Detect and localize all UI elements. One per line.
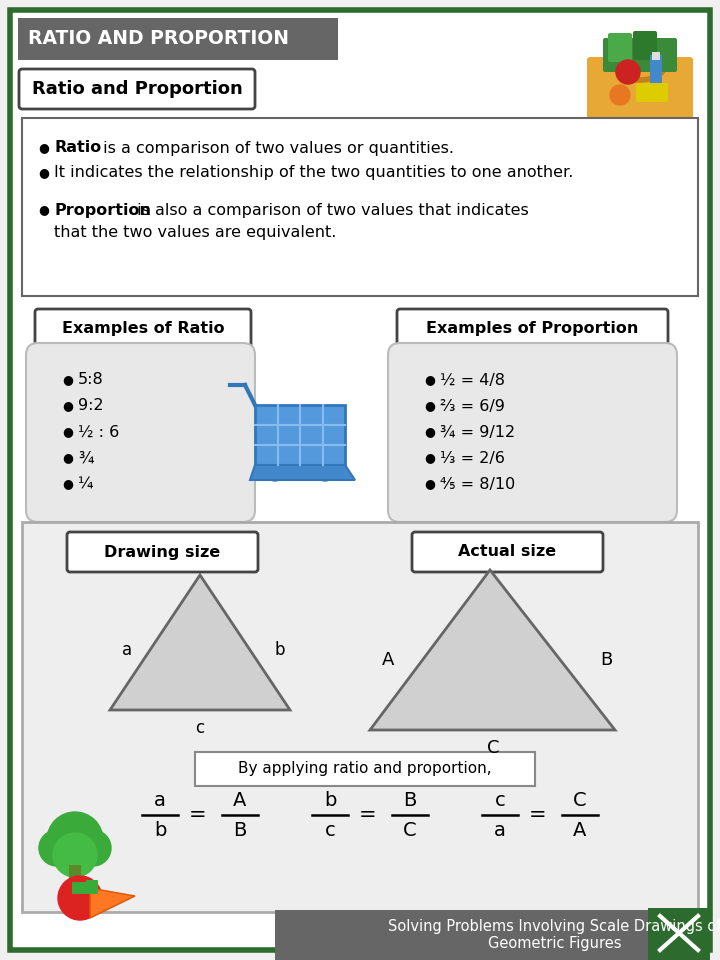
Text: ●: ●: [62, 451, 73, 465]
FancyBboxPatch shape: [397, 309, 668, 349]
Text: ½ : 6: ½ : 6: [78, 424, 120, 440]
Polygon shape: [110, 575, 290, 710]
Text: a: a: [122, 641, 132, 659]
Text: ⅓ = 2/6: ⅓ = 2/6: [440, 450, 505, 466]
Text: Ratio: Ratio: [54, 140, 102, 156]
FancyBboxPatch shape: [72, 882, 88, 894]
Text: A: A: [573, 822, 587, 841]
FancyBboxPatch shape: [587, 57, 693, 143]
Bar: [22, 118, 698, 296]
Bar: [255, 405, 345, 465]
Text: ●: ●: [38, 204, 49, 217]
Circle shape: [39, 830, 75, 866]
Text: ●: ●: [62, 399, 73, 413]
FancyBboxPatch shape: [67, 532, 258, 572]
Text: B: B: [600, 651, 612, 669]
Circle shape: [317, 465, 333, 481]
Circle shape: [267, 465, 283, 481]
FancyBboxPatch shape: [608, 33, 632, 62]
Circle shape: [53, 833, 97, 877]
Text: =: =: [359, 805, 377, 825]
Text: ⅘ = 8/10: ⅘ = 8/10: [440, 476, 516, 492]
Text: B: B: [233, 822, 247, 841]
Text: ●: ●: [62, 373, 73, 387]
Bar: [195, 752, 535, 786]
Bar: [650, 55, 662, 100]
Text: 5:8: 5:8: [78, 372, 104, 388]
Text: C: C: [573, 791, 587, 810]
Text: =: =: [529, 805, 546, 825]
Polygon shape: [250, 465, 355, 480]
FancyBboxPatch shape: [636, 83, 668, 102]
Text: RATIO AND PROPORTION: RATIO AND PROPORTION: [28, 30, 289, 49]
FancyBboxPatch shape: [26, 343, 255, 522]
Text: b: b: [154, 822, 166, 841]
Bar: [275, 910, 710, 960]
Bar: [69, 865, 81, 900]
Text: a: a: [494, 822, 506, 841]
Text: =: =: [189, 805, 207, 825]
Text: 9:2: 9:2: [78, 398, 104, 414]
Text: b: b: [275, 641, 286, 659]
Circle shape: [58, 876, 102, 920]
Text: Proportion: Proportion: [54, 203, 151, 218]
Text: Examples of Ratio: Examples of Ratio: [62, 322, 225, 337]
Text: ¼: ¼: [78, 476, 94, 492]
FancyBboxPatch shape: [388, 343, 677, 522]
Polygon shape: [370, 570, 615, 730]
Text: B: B: [403, 791, 417, 810]
Text: Examples of Proportion: Examples of Proportion: [426, 322, 638, 337]
Text: A: A: [382, 651, 395, 669]
Bar: [648, 908, 710, 960]
FancyBboxPatch shape: [86, 880, 98, 894]
Text: ¾ = 9/12: ¾ = 9/12: [440, 424, 515, 440]
Text: C: C: [403, 822, 417, 841]
Text: Actual size: Actual size: [458, 544, 556, 560]
Text: c: c: [325, 822, 336, 841]
Text: ●: ●: [424, 425, 435, 439]
Text: ●: ●: [424, 373, 435, 387]
Bar: [22, 522, 698, 912]
Text: C: C: [487, 739, 499, 757]
Bar: [652, 52, 660, 60]
Text: ¾: ¾: [78, 450, 94, 466]
Circle shape: [271, 469, 279, 477]
FancyBboxPatch shape: [19, 69, 255, 109]
Text: Drawing size: Drawing size: [104, 544, 220, 560]
Text: c: c: [195, 719, 204, 737]
Text: ●: ●: [62, 477, 73, 491]
Text: c: c: [495, 791, 505, 810]
Text: ●: ●: [62, 425, 73, 439]
Text: b: b: [324, 791, 336, 810]
Circle shape: [321, 469, 329, 477]
Text: ✕: ✕: [668, 923, 690, 947]
Text: A: A: [233, 791, 247, 810]
Text: ●: ●: [424, 477, 435, 491]
Text: is also a comparison of two values that indicates: is also a comparison of two values that …: [132, 203, 528, 218]
Text: ●: ●: [38, 141, 49, 155]
Text: ⅔ = 6/9: ⅔ = 6/9: [440, 398, 505, 414]
Text: ●: ●: [424, 451, 435, 465]
Circle shape: [616, 60, 640, 84]
Text: Solving Problems Involving Scale Drawings of
Geometric Figures: Solving Problems Involving Scale Drawing…: [388, 919, 720, 951]
FancyBboxPatch shape: [35, 309, 251, 349]
Text: It indicates the relationship of the two quantities to one another.: It indicates the relationship of the two…: [54, 165, 573, 180]
FancyBboxPatch shape: [633, 31, 657, 60]
Polygon shape: [90, 888, 135, 918]
FancyBboxPatch shape: [603, 38, 677, 72]
Circle shape: [610, 85, 630, 105]
FancyBboxPatch shape: [412, 532, 603, 572]
Circle shape: [47, 812, 103, 868]
Text: ½ = 4/8: ½ = 4/8: [440, 372, 505, 388]
Text: ●: ●: [38, 166, 49, 180]
Text: Ratio and Proportion: Ratio and Proportion: [32, 80, 243, 98]
Circle shape: [75, 830, 111, 866]
Text: that the two values are equivalent.: that the two values are equivalent.: [54, 225, 336, 239]
Text: ●: ●: [424, 399, 435, 413]
Text: By applying ratio and proportion,: By applying ratio and proportion,: [238, 761, 492, 777]
Text: is a comparison of two values or quantities.: is a comparison of two values or quantit…: [98, 140, 454, 156]
Text: a: a: [154, 791, 166, 810]
Bar: [18, 18, 338, 60]
